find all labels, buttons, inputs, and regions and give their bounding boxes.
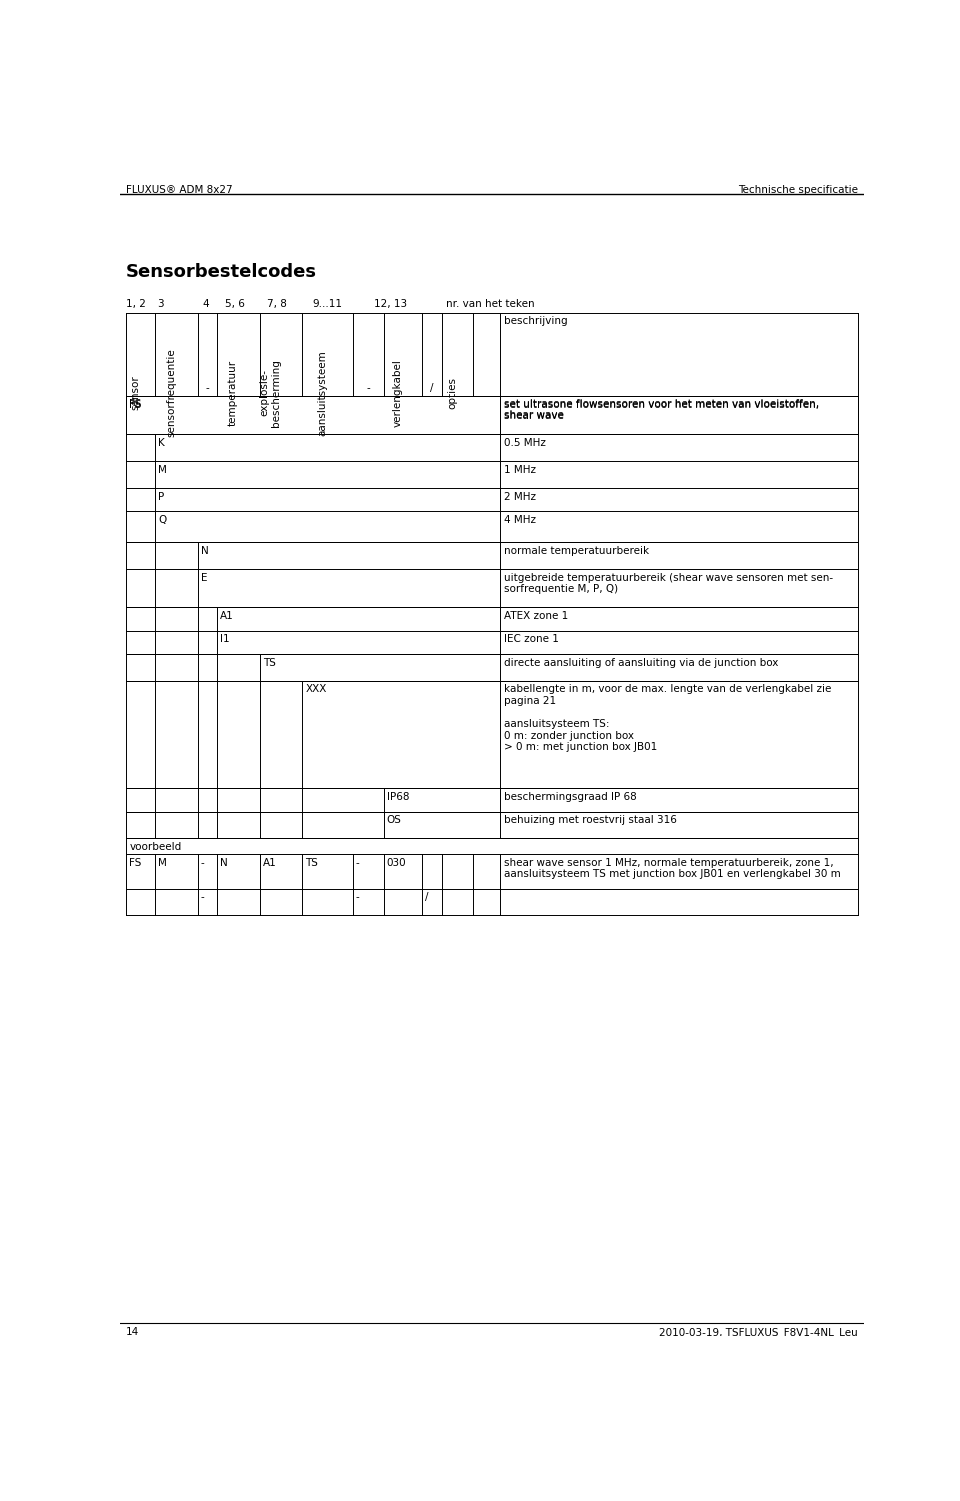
Text: aansluitsysteem: aansluitsysteem [318,350,327,435]
Text: beschrijving: beschrijving [504,317,567,326]
Text: P: P [158,492,164,501]
Text: beschermingsgraad IP 68: beschermingsgraad IP 68 [504,793,636,802]
Text: /: / [430,383,434,393]
Text: temperatuur: temperatuur [228,360,238,426]
Text: Sensorbestelcodes: Sensorbestelcodes [126,263,317,281]
Text: -: - [201,857,204,868]
Text: normale temperatuurbereik: normale temperatuurbereik [504,546,649,555]
Text: 5, 6: 5, 6 [225,300,245,309]
Text: N: N [220,857,228,868]
Text: 14: 14 [126,1327,139,1337]
Text: FS: FS [130,399,142,408]
Text: Q: Q [158,515,166,525]
Text: -: - [201,893,204,902]
Text: 1, 2: 1, 2 [126,300,146,309]
Text: kabellengte in m, voor de max. lengte van de verlengkabel zie
pagina 21

aanslui: kabellengte in m, voor de max. lengte va… [504,684,831,752]
Text: sensor: sensor [131,375,140,410]
Text: OS: OS [387,815,401,826]
Text: set ultrasone flowsensoren voor het meten van vloeistoffen,
shear wave: set ultrasone flowsensoren voor het mete… [504,399,819,420]
Text: -: - [366,383,370,393]
Text: TS: TS [305,857,318,868]
Text: A1: A1 [220,611,233,621]
Text: 1 MHz: 1 MHz [504,465,536,474]
Text: -: - [205,383,209,393]
Text: -: - [355,857,359,868]
Text: verlengkabel: verlengkabel [393,359,403,426]
Text: FS: FS [130,857,142,868]
Text: -: - [355,893,359,902]
Text: 030: 030 [387,857,406,868]
Text: voorbeeld: voorbeeld [130,842,181,851]
Text: I1: I1 [220,635,229,644]
Text: M: M [158,465,167,474]
Text: M: M [158,857,167,868]
Text: 3: 3 [157,300,164,309]
Text: K: K [158,438,165,449]
Text: N: N [201,546,208,555]
Text: 2010-03-19, TSFLUXUS_F8V1-4NL_Leu: 2010-03-19, TSFLUXUS_F8V1-4NL_Leu [660,1327,858,1339]
Text: sensorfrequentie: sensorfrequentie [166,348,177,437]
Text: IEC zone 1: IEC zone 1 [504,635,559,644]
Text: A1: A1 [263,857,276,868]
Text: set ultrasone flowsensoren voor het meten van vloeistoffen,
shear wave: set ultrasone flowsensoren voor het mete… [504,399,819,422]
Text: 7, 8: 7, 8 [267,300,287,309]
Text: uitgebreide temperatuurbereik (shear wave sensoren met sen-
sorfrequentie M, P, : uitgebreide temperatuurbereik (shear wav… [504,573,832,594]
Text: shear wave sensor 1 MHz, normale temperatuurbereik, zone 1,
aansluitsysteem TS m: shear wave sensor 1 MHz, normale tempera… [504,857,840,880]
Text: IP68: IP68 [387,793,409,802]
Text: directe aansluiting of aansluiting via de junction box: directe aansluiting of aansluiting via d… [504,657,778,668]
Text: 0.5 MHz: 0.5 MHz [504,438,545,449]
Text: ATEX zone 1: ATEX zone 1 [504,611,568,621]
Text: 4: 4 [203,300,209,309]
Text: E: E [201,573,207,582]
Text: explosie-
bescherming: explosie- bescherming [259,359,281,426]
Text: Technische specificatie: Technische specificatie [738,185,858,195]
Text: FLUXUS® ADM 8x27: FLUXUS® ADM 8x27 [126,185,233,195]
Text: behuizing met roestvrij staal 316: behuizing met roestvrij staal 316 [504,815,677,826]
Text: opties: opties [447,377,457,408]
Text: XXX: XXX [305,684,326,695]
Text: nr. van het teken: nr. van het teken [445,300,534,309]
Text: /: / [425,893,429,902]
Text: TS: TS [263,657,276,668]
Text: 9...11: 9...11 [312,300,342,309]
Text: 12, 13: 12, 13 [374,300,407,309]
Text: 4 MHz: 4 MHz [504,515,536,525]
Text: 2 MHz: 2 MHz [504,492,536,501]
Text: FS: FS [130,399,142,410]
